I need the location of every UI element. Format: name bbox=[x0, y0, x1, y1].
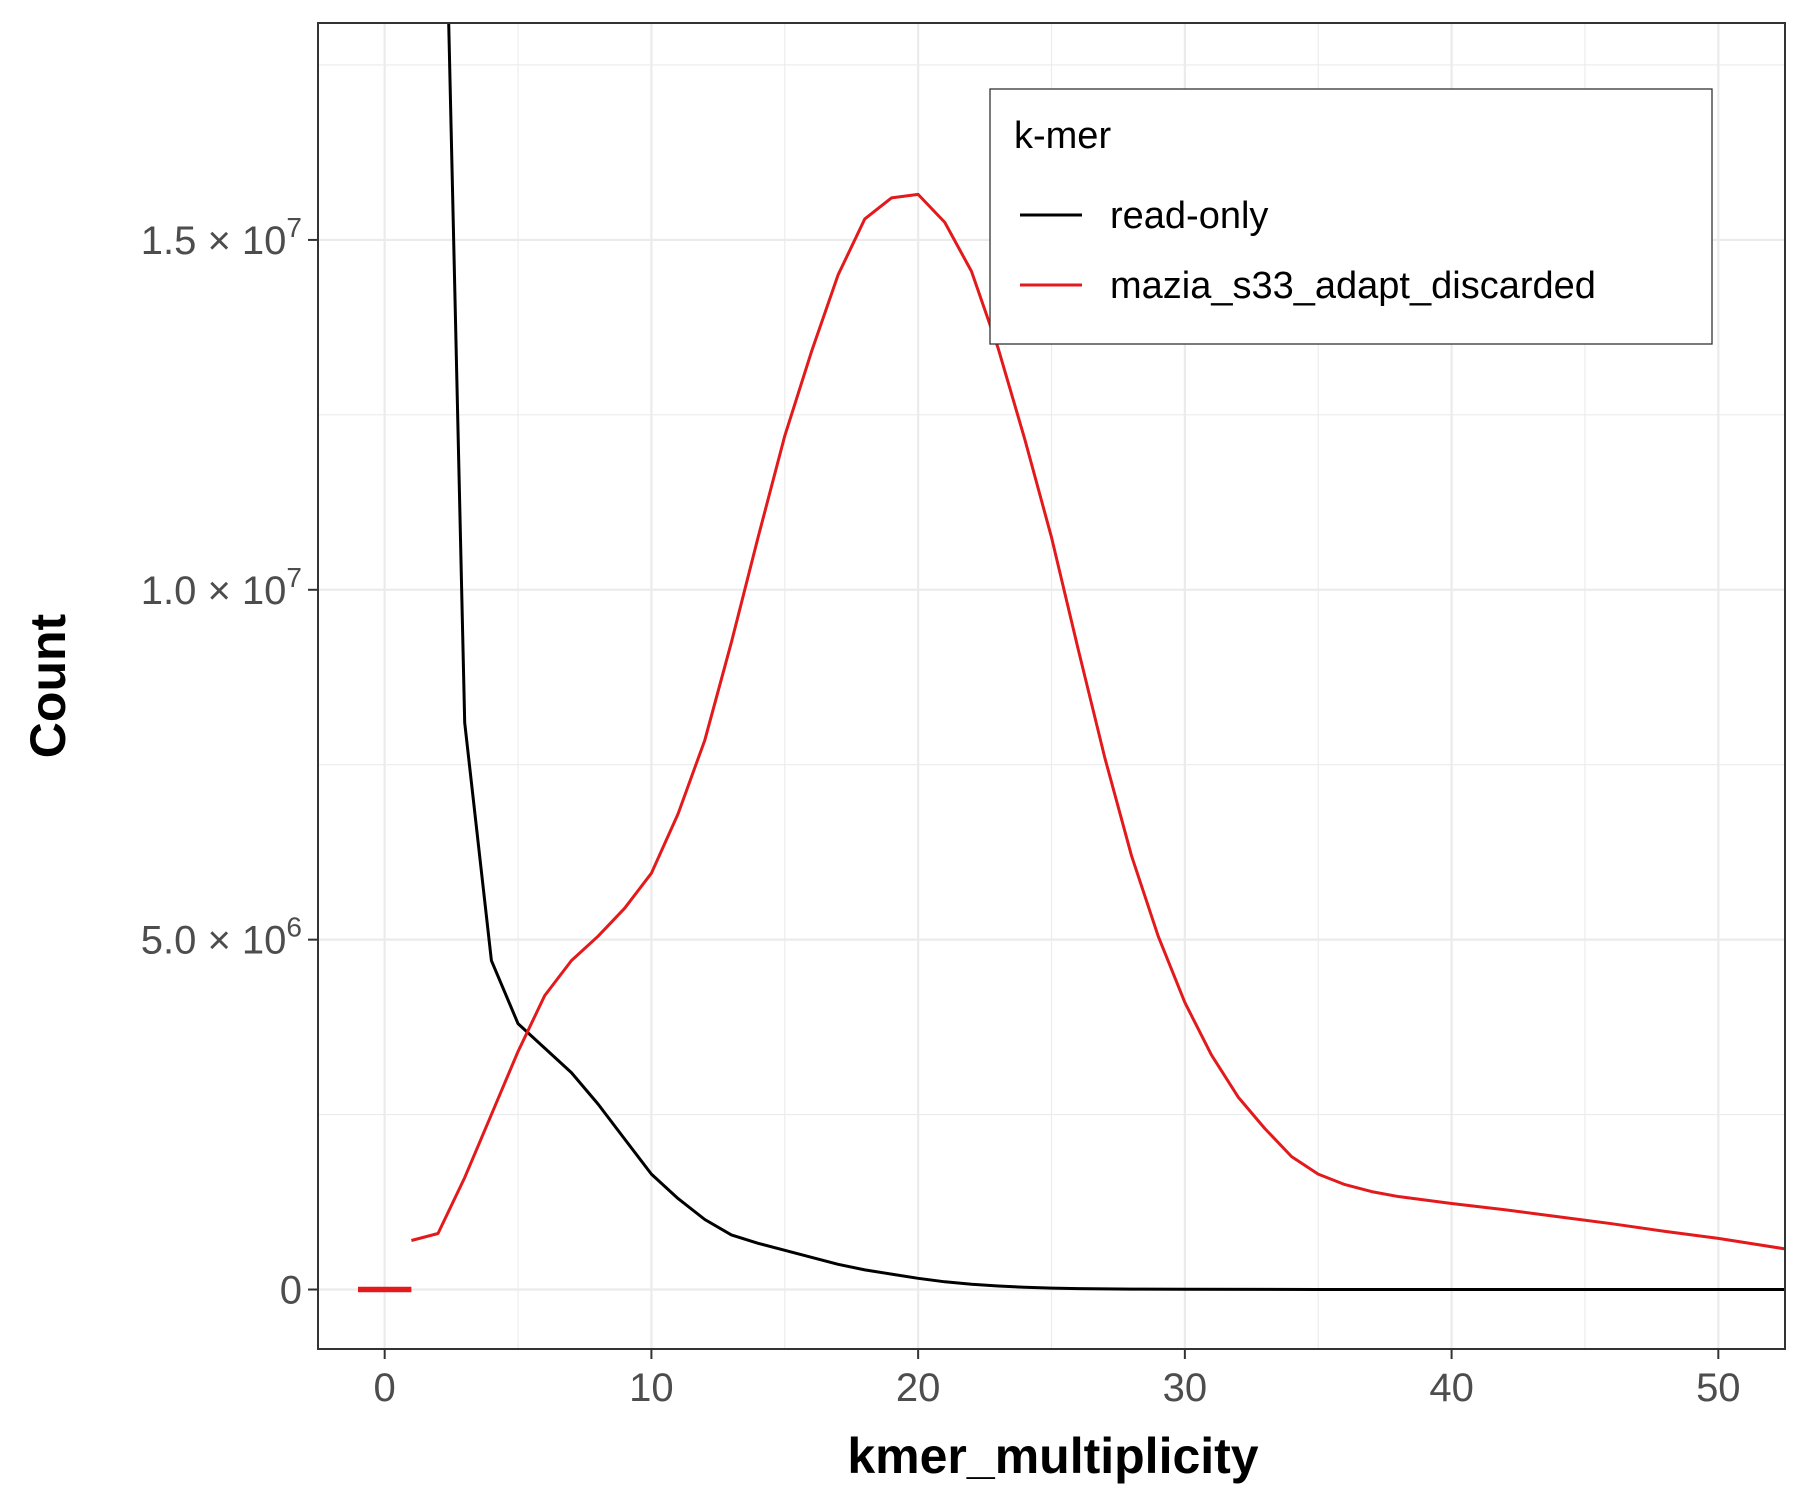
y-tick-label: 1.0 × 107 bbox=[141, 562, 302, 613]
y-tick-label: 5.0 × 106 bbox=[141, 912, 302, 963]
series-line-read-only bbox=[447, 22, 1785, 1291]
x-tick-label: 40 bbox=[1429, 1366, 1474, 1410]
legend: k-mer read-only mazia_s33_adapt_discarde… bbox=[989, 88, 1713, 345]
x-tick-label: 10 bbox=[629, 1366, 674, 1410]
x-tick-label: 30 bbox=[1163, 1366, 1208, 1410]
x-axis-ticks: 0 10 20 30 40 50 bbox=[374, 1349, 1741, 1410]
x-axis-title: kmer_multiplicity bbox=[847, 1428, 1258, 1484]
y-axis-ticks: 0 5.0 × 106 1.0 × 107 1.5 × 107 bbox=[141, 212, 318, 1313]
panel-border bbox=[317, 22, 1786, 1350]
legend-title: k-mer bbox=[1014, 115, 1111, 157]
x-tick-label: 20 bbox=[896, 1366, 941, 1410]
series-line-mazia-s33-adapt-discarded bbox=[411, 192, 1786, 1251]
legend-label-mazia-s33-adapt-discarded: mazia_s33_adapt_discarded bbox=[1110, 265, 1596, 307]
x-tick-label: 50 bbox=[1696, 1366, 1741, 1410]
series-lines bbox=[358, 22, 1786, 1293]
x-tick-label: 0 bbox=[374, 1366, 396, 1410]
y-tick-label: 0 bbox=[280, 1269, 302, 1313]
legend-label-read-only: read-only bbox=[1110, 195, 1268, 237]
legend-box bbox=[989, 88, 1713, 345]
y-axis-title: Count bbox=[20, 613, 76, 758]
y-tick-label: 1.5 × 107 bbox=[141, 212, 302, 263]
